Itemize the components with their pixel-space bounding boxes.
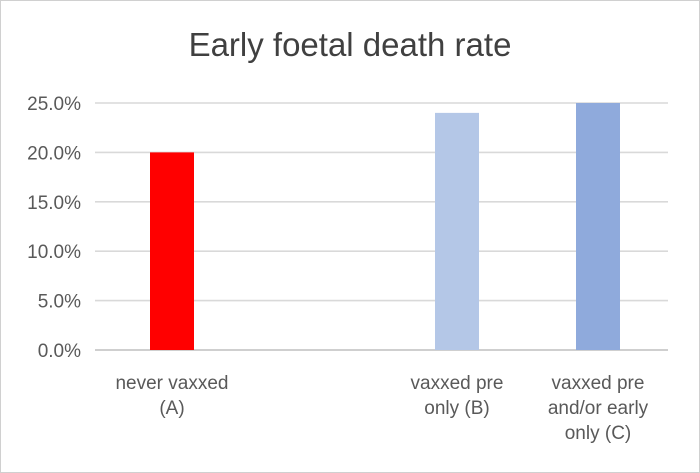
x-category-label: vaxxed pre only (B) <box>411 373 504 419</box>
x-category-label: vaxxed pre and/or early only (C) <box>548 373 649 444</box>
bar <box>150 152 194 350</box>
bar <box>435 112 479 350</box>
x-category-label: never vaxxed (A) <box>115 373 228 419</box>
bar <box>576 103 620 350</box>
x-category-label-line: (A) <box>159 398 184 419</box>
chart-title: Early foetal death rate <box>188 26 512 63</box>
y-tick-label: 10.0% <box>27 242 81 263</box>
x-category-label-line: vaxxed pre <box>552 373 645 394</box>
y-tick-label: 0.0% <box>38 341 81 362</box>
x-category-label-line: only (B) <box>424 398 489 419</box>
y-tick-label: 15.0% <box>27 193 81 214</box>
x-category-label-line: and/or early <box>548 398 649 419</box>
x-category-label-line: vaxxed pre <box>411 373 504 394</box>
y-tick-label: 20.0% <box>27 143 81 164</box>
x-category-label-line: never vaxxed <box>115 373 228 394</box>
y-tick-label: 5.0% <box>38 292 81 313</box>
y-tick-label: 25.0% <box>27 94 81 115</box>
x-category-label-line: only (C) <box>565 423 632 444</box>
